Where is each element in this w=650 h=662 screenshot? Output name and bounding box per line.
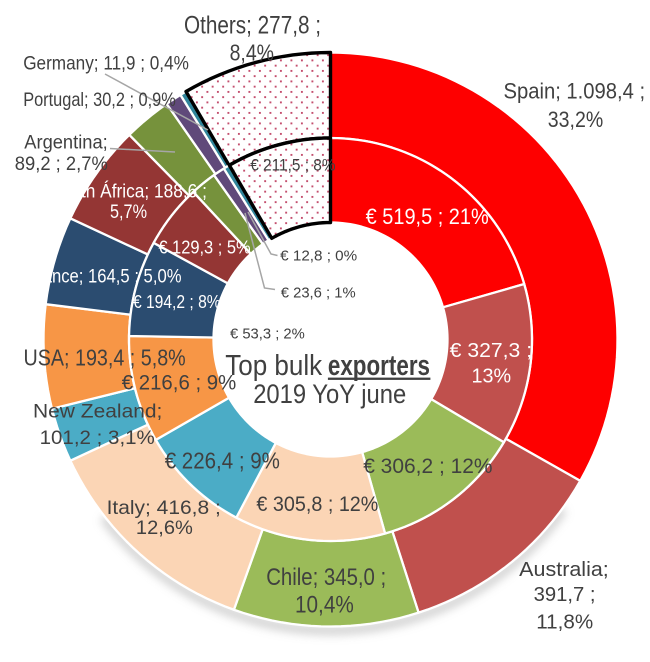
svg-text:10,4%: 10,4% (295, 592, 354, 619)
svg-text:8,4%: 8,4% (230, 40, 274, 66)
svg-text:12,6%: 12,6% (136, 517, 193, 539)
svg-text:€ 211,5 ; 8%: € 211,5 ; 8% (250, 156, 335, 175)
svg-text:Australia;: Australia; (519, 559, 609, 581)
svg-text:South África; 188,6 ;: South África; 188,6 ; (50, 180, 207, 203)
svg-text:€ 194,2 ; 8%: € 194,2 ; 8% (133, 292, 221, 312)
svg-text:€ 305,8 ; 12%: € 305,8 ; 12% (256, 493, 378, 516)
svg-text:€ 226,4 ; 9%: € 226,4 ; 9% (165, 448, 280, 474)
svg-text:€ 129,3 ; 5%: € 129,3 ; 5% (158, 238, 250, 258)
svg-text:89,2 ; 2,7%: 89,2 ; 2,7% (15, 154, 108, 175)
svg-text:Germany; 11,9 ; 0,4%: Germany; 11,9 ; 0,4% (23, 54, 189, 75)
svg-text:391,7 ;: 391,7 ; (534, 584, 596, 606)
svg-text:€ 23,6 ; 1%: € 23,6 ; 1% (281, 286, 356, 302)
svg-text:France; 164,5 ; 5,0%: France; 164,5 ; 5,0% (27, 266, 182, 288)
svg-text:2019 YoY june: 2019 YoY june (253, 379, 406, 409)
svg-text:Spain; 1.098,4 ;: Spain; 1.098,4 ; (504, 78, 646, 103)
svg-text:5,7%: 5,7% (110, 201, 147, 223)
svg-text:11,8%: 11,8% (536, 612, 593, 634)
svg-text:€ 53,3 ; 2%: € 53,3 ; 2% (230, 327, 305, 343)
svg-text:Others; 277,8 ;: Others; 277,8 ; (184, 11, 321, 39)
svg-text:Argentina;: Argentina; (24, 133, 108, 154)
svg-text:€ 306,2 ; 12%: € 306,2 ; 12% (363, 455, 492, 478)
svg-text:exporters: exporters (328, 350, 430, 382)
svg-text:New Zealand;: New Zealand; (33, 400, 162, 422)
svg-text:USA; 193,4 ; 5,8%: USA; 193,4 ; 5,8% (24, 345, 186, 371)
svg-text:€ 216,6 ; 9%: € 216,6 ; 9% (122, 371, 237, 395)
svg-text:Italy; 416,8 ;: Italy; 416,8 ; (107, 497, 221, 519)
svg-text:101,2 ; 3,1%: 101,2 ; 3,1% (40, 427, 155, 449)
svg-text:€ 12,8 ; 0%: € 12,8 ; 0% (280, 249, 357, 265)
svg-text:Chile; 345,0 ;: Chile; 345,0 ; (266, 564, 386, 591)
svg-text:13%: 13% (472, 366, 512, 388)
svg-text:Top bulk: Top bulk (225, 350, 322, 382)
svg-text:33,2%: 33,2% (548, 107, 603, 132)
svg-text:Portugal; 30,2 ; 0,9%: Portugal; 30,2 ; 0,9% (23, 90, 176, 111)
svg-text:€ 519,5 ; 21%: € 519,5 ; 21% (366, 204, 489, 229)
svg-text:€ 327,3 ;: € 327,3 ; (450, 340, 532, 362)
